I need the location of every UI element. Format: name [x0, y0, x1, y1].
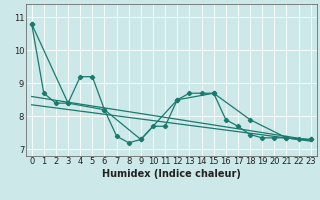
- X-axis label: Humidex (Indice chaleur): Humidex (Indice chaleur): [102, 169, 241, 179]
